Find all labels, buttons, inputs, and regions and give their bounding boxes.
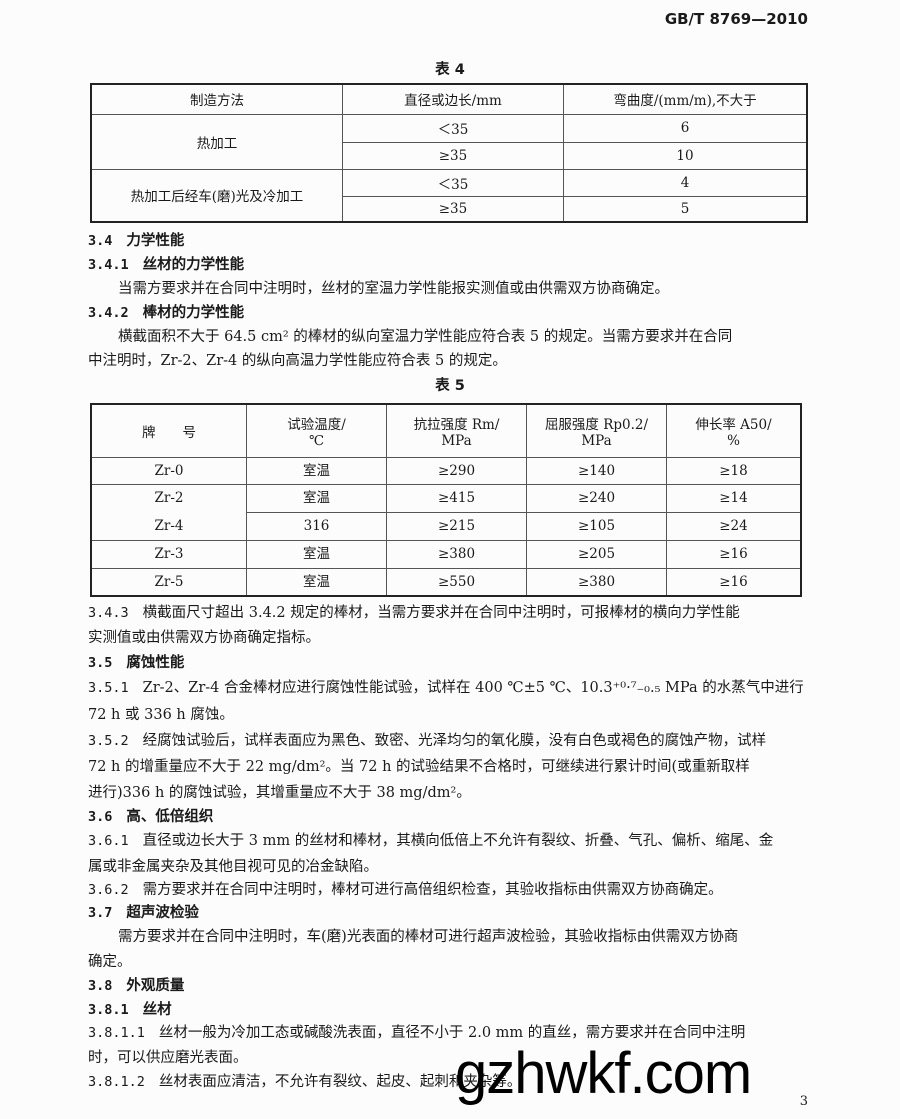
table5-cell: 316 [246,511,387,541]
page-number: 3 [799,1094,808,1109]
table4-cell: 10 [563,141,808,170]
table5-cell: Zr-5 [90,567,247,597]
table5-header: 伸长率 A50/% [666,403,802,458]
table4-cell: 热加工 [90,113,343,170]
paragraph-line: 实测值或由供需双方协商确定指标。 [88,630,320,646]
table5-cell: ≥14 [666,483,802,513]
paragraph-line: 72 h 的增重量应不大于 22 mg/dm²。当 72 h 的试验结果不合格时… [88,759,750,775]
section-heading: 3.4.1 丝材的力学性能 [88,257,245,273]
paragraph-line: 3.6.2 需方要求并在合同中注明时，棒材可进行高倍组织检查，其验收指标由供需双方… [88,882,723,898]
table5-cell: ≥380 [386,539,527,569]
table4-cell: ＜35 [342,168,564,197]
section-heading: 3.6 高、低倍组织 [88,809,214,825]
table4-header: 制造方法 [90,83,343,115]
paragraph: 中注明时，Zr-2、Zr-4 的纵向高温力学性能应符合表 5 的规定。 [88,353,507,369]
paragraph-line: 3.5.1 Zr-2、Zr-4 合金棒材应进行腐蚀性能试验，试样在 400 ℃±5… [88,680,804,696]
paragraph-line: 确定。 [88,954,132,970]
paragraph-line: 属或非金属夹杂及其他目视可见的冶金缺陷。 [88,859,378,875]
table5-header: 试验温度/℃ [246,403,387,458]
table4-header: 弯曲度/(mm/m),不大于 [563,83,808,115]
table4-cell: ＜35 [342,113,564,143]
table5-cell: ≥205 [526,539,667,569]
table5-header: 牌 号 [90,403,247,458]
table5-cell: ≥24 [666,511,802,541]
table4-title: 表 4 [435,62,465,78]
table4: 制造方法 直径或边长/mm 弯曲度/(mm/m),不大于 热加工 ＜35 6 ≥35 10… [90,83,808,223]
paragraph: 横截面积不大于 64.5 cm² 的棒材的纵向室温力学性能应符合表 5 的规定。… [118,329,733,345]
paragraph-line: 3.5.2 经腐蚀试验后，试样表面应为黑色、致密、光泽均匀的氧化膜，没有白色或褐色… [88,733,767,749]
table5-cell: ≥380 [526,567,667,597]
table4-cell: 5 [563,195,808,223]
paragraph-line: 进行)336 h 的腐蚀试验，其增重量应不大于 38 mg/dm²。 [88,785,471,801]
paragraph-line: 3.4.3 横截面尺寸超出 3.4.2 规定的棒材，当需方要求并在合同中注明时，可… [88,605,740,621]
table5-cell: ≥550 [386,567,527,597]
paragraph-line: 3.6.1 直径或边长大于 3 mm 的丝材和棒材，其横向低倍上不允许有裂纹、折叠… [88,833,774,849]
table4-cell: ≥35 [342,141,564,170]
table5-cell: ≥215 [386,511,527,541]
standard-number-header: GB/T 8769—2010 [664,10,808,28]
table5: 牌 号试验温度/℃ 抗拉强度 Rm/MPa 屈服强度 Rp0.2/MPa 伸长率 A5… [90,403,802,597]
table5-cell: Zr-2 Zr-4 [90,483,247,541]
table4-cell: 6 [563,113,808,143]
table4-cell: 热加工后经车(磨)光及冷加工 [90,168,343,223]
table5-cell: 室温 [246,567,387,597]
table5-cell: ≥16 [666,539,802,569]
table4-header: 直径或边长/mm [342,83,564,115]
table5-cell: ≥105 [526,511,667,541]
table4-cell: 4 [563,168,808,197]
watermark: gzhwkf.com [455,1041,752,1106]
table5-header: 抗拉强度 Rm/MPa [386,403,527,458]
paragraph-line: 需方要求并在合同中注明时，车(磨)光表面的棒材可进行超声波检验，其验收指标由供需… [118,929,739,945]
table5-cell: ≥415 [386,483,527,513]
table5-cell: 室温 [246,483,387,513]
table-row: 316 ≥215 ≥105 ≥24 [91,511,802,541]
paragraph-line: 时，可以供应磨光表面。 [88,1050,248,1066]
table5-header: 屈服强度 Rp0.2/MPa [526,403,667,458]
table5-cell: ≥18 [666,456,802,485]
section-heading: 3.8 外观质量 [88,978,185,994]
paragraph: 当需方要求并在合同中注明时，丝材的室温力学性能报实测值或由供需双方协商确定。 [118,281,669,297]
section-heading: 3.5 腐蚀性能 [88,655,185,671]
table5-cell: 室温 [246,539,387,569]
table5-cell: ≥290 [386,456,527,485]
table-row: Zr-0 室温 ≥290 ≥140 ≥18 [90,456,802,485]
paragraph-line: 3.8.1.1 丝材一般为冷加工态或碱酸洗表面，直径不小于 2.0 mm 的直丝，… [88,1025,746,1041]
table5-cell: Zr-3 [90,539,247,569]
table5-cell: Zr-0 [90,456,247,485]
section-heading: 3.8.1 丝材 [88,1002,172,1018]
table-row: Zr-3 室温 ≥380 ≥205 ≥16 [90,539,802,569]
table5-cell: ≥140 [526,456,667,485]
table5-cell: ≥240 [526,483,667,513]
table5-cell: 室温 [246,456,387,485]
table5-cell: ≥16 [666,567,802,597]
section-heading: 3.4 力学性能 [88,233,185,249]
paragraph-line: 72 h 或 336 h 腐蚀。 [88,707,234,723]
table4-cell: ≥35 [342,195,564,223]
table-row: Zr-2 Zr-4 室温 ≥415 ≥240 ≥14 [90,483,802,541]
table5-title: 表 5 [435,378,465,394]
section-heading: 3.4.2 棒材的力学性能 [88,305,245,321]
section-heading: 3.7 超声波检验 [88,905,199,921]
paragraph-line: 3.8.1.2 丝材表面应清洁，不允许有裂纹、起皮、起刺和夹杂等。 [88,1074,522,1090]
table-row: Zr-5 室温 ≥550 ≥380 ≥16 [90,567,802,597]
